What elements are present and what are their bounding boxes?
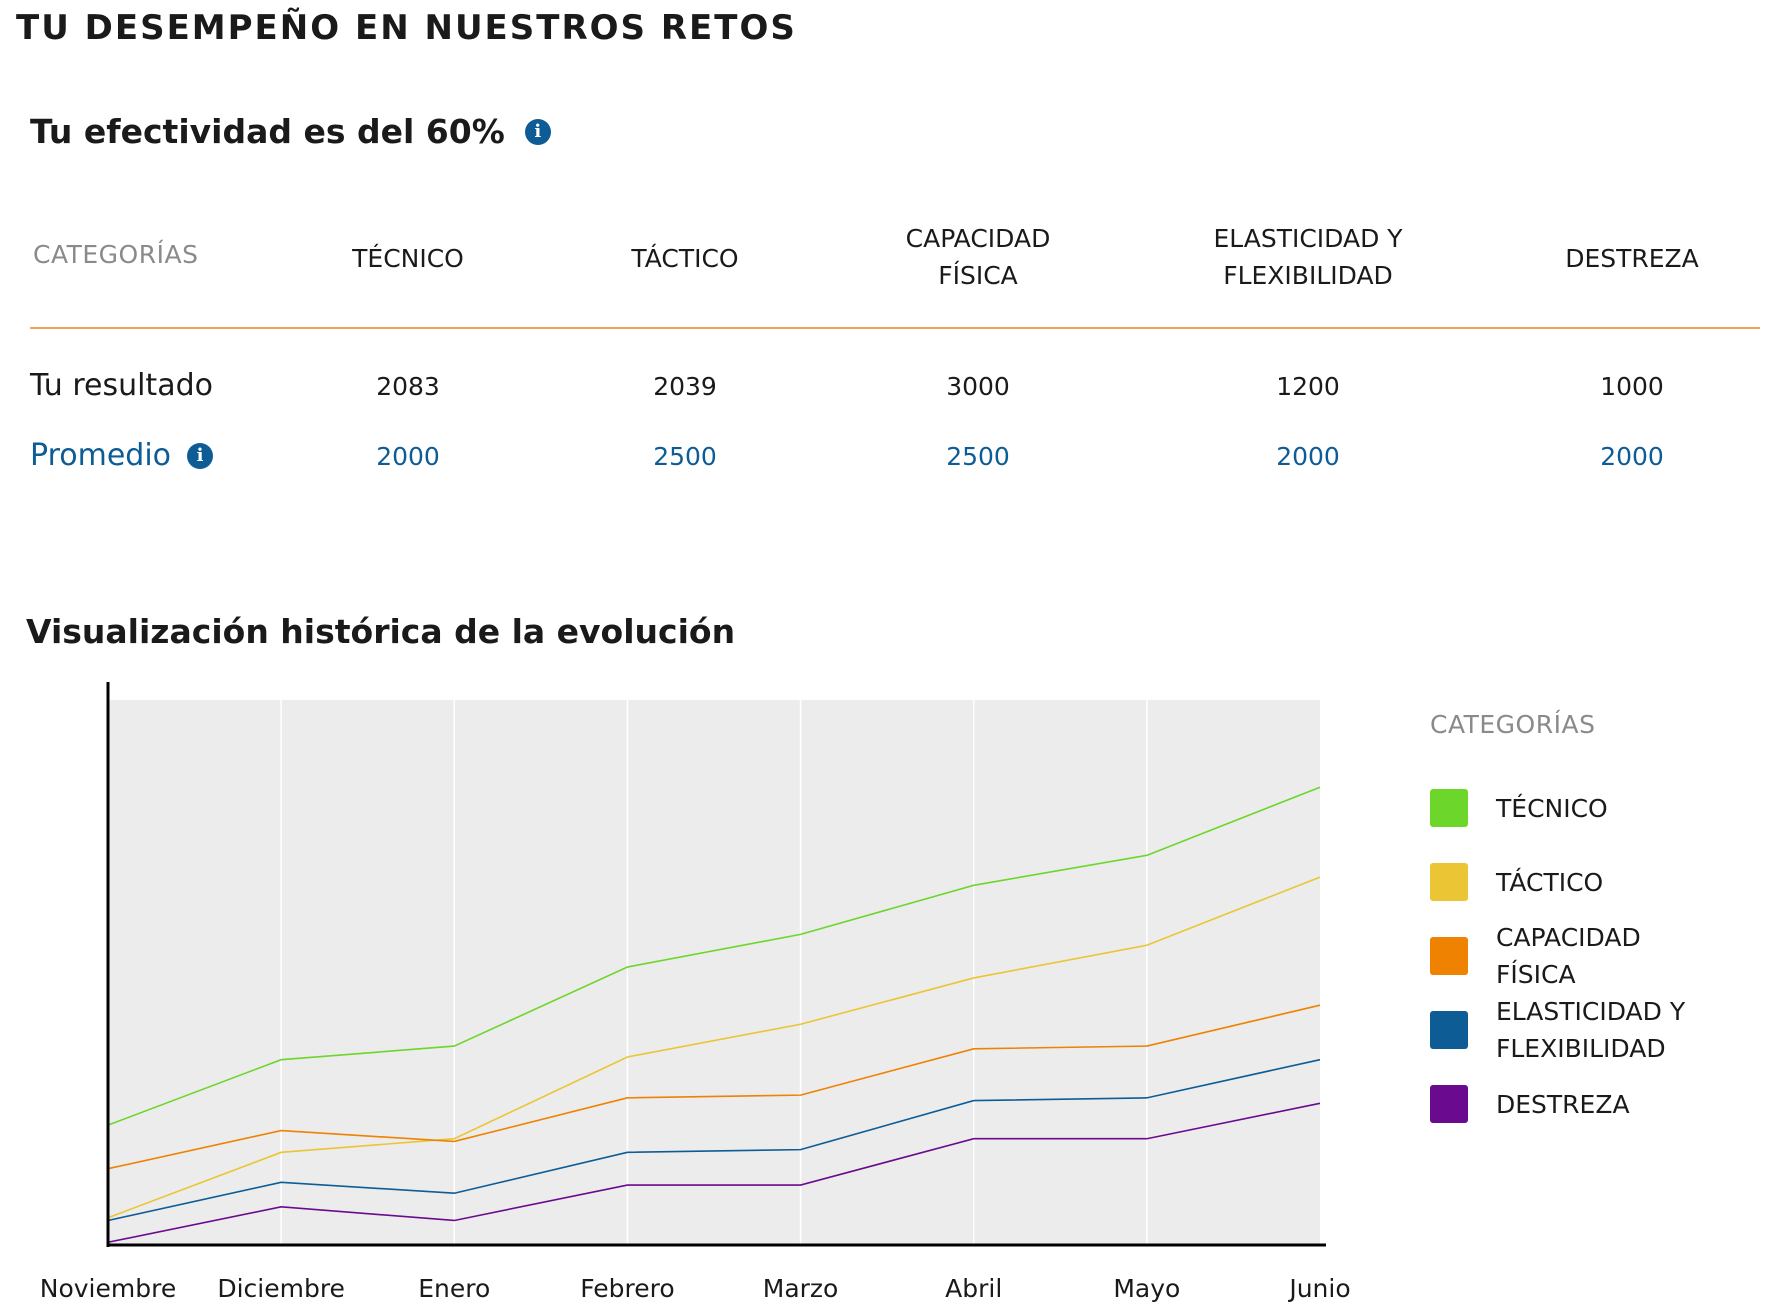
average-value: 2500 [653,442,717,471]
legend-item[interactable]: TÉCNICO [1430,781,1770,835]
table-header-col: ELASTICIDAD Y FLEXIBILIDAD [1213,224,1403,290]
series-line [107,1102,1321,1244]
result-value: 3000 [946,372,1010,401]
legend-label: ELASTICIDAD Y FLEXIBILIDAD [1496,997,1686,1063]
legend-item[interactable]: DESTREZA [1430,1077,1770,1131]
average-value: 2000 [1600,442,1664,471]
series-line [107,876,1321,1219]
series-line [107,786,1321,1126]
history-title: Visualización histórica de la evolución [26,612,736,651]
legend-label: TÁCTICO [1496,867,1604,897]
result-value: 1000 [1600,372,1664,401]
result-value: 2083 [376,372,440,401]
series-line [107,1058,1321,1222]
legend-item[interactable]: CAPACIDAD FÍSICA [1430,923,1770,989]
effectiveness-heading: Tu efectividad es del 60% i [30,112,551,151]
average-value: 2000 [1276,442,1340,471]
page-title: TU DESEMPEÑO EN NUESTROS RETOS [16,8,797,48]
legend-item[interactable]: ELASTICIDAD Y FLEXIBILIDAD [1430,997,1770,1063]
history-line-chart: Noviembre Diciembre Enero Febrero Marzo Abril… [40,682,1351,1303]
legend-swatch [1430,863,1468,901]
x-tick-label: Febrero [580,1274,674,1303]
result-value: 2039 [653,372,717,401]
legend-label: TÉCNICO [1496,793,1608,823]
x-tick-label: Abril [945,1274,1002,1303]
legend-label: DESTREZA [1496,1089,1630,1119]
effectiveness-text: Tu efectividad es del 60% [30,112,505,151]
legend-swatch [1430,1011,1468,1049]
x-tick-label: Noviembre [40,1274,176,1303]
row-label-result: Tu resultado [30,368,213,403]
legend-swatch [1430,937,1468,975]
legend-item[interactable]: TÁCTICO [1430,855,1770,909]
plot-background [108,700,1320,1245]
table-header-categories: CATEGORÍAS [33,240,199,269]
legend-swatch [1430,1085,1468,1123]
chart-legend: CATEGORÍAS TÉCNICO TÁCTICO CAPACIDAD FÍSICA… [1430,710,1770,1151]
row-label-average: Promedio i [30,438,214,473]
table-divider [30,327,1760,329]
x-tick-label: Diciembre [217,1274,345,1303]
x-tick-label: Mayo [1113,1274,1180,1303]
legend-title: CATEGORÍAS [1430,710,1596,739]
row-label-text: Promedio [30,438,172,473]
legend-swatch [1430,789,1468,827]
table-header-col: TÉCNICO [352,244,464,273]
x-tick-label: Junio [1287,1274,1350,1303]
row-label-text: Tu resultado [30,368,213,403]
legend-label: CAPACIDAD FÍSICA [1496,923,1641,989]
table-header-col: DESTREZA [1565,244,1699,273]
average-value: 2500 [946,442,1010,471]
series-line [107,1004,1321,1170]
average-value: 2000 [376,442,440,471]
result-value: 1200 [1276,372,1340,401]
table-header-col: TÁCTICO [631,244,739,273]
info-icon[interactable]: i [524,118,551,145]
info-icon[interactable]: i [187,442,214,469]
x-tick-label: Marzo [763,1274,839,1303]
x-tick-label: Enero [418,1274,490,1303]
table-header-col: CAPACIDAD FÍSICA [905,224,1051,290]
